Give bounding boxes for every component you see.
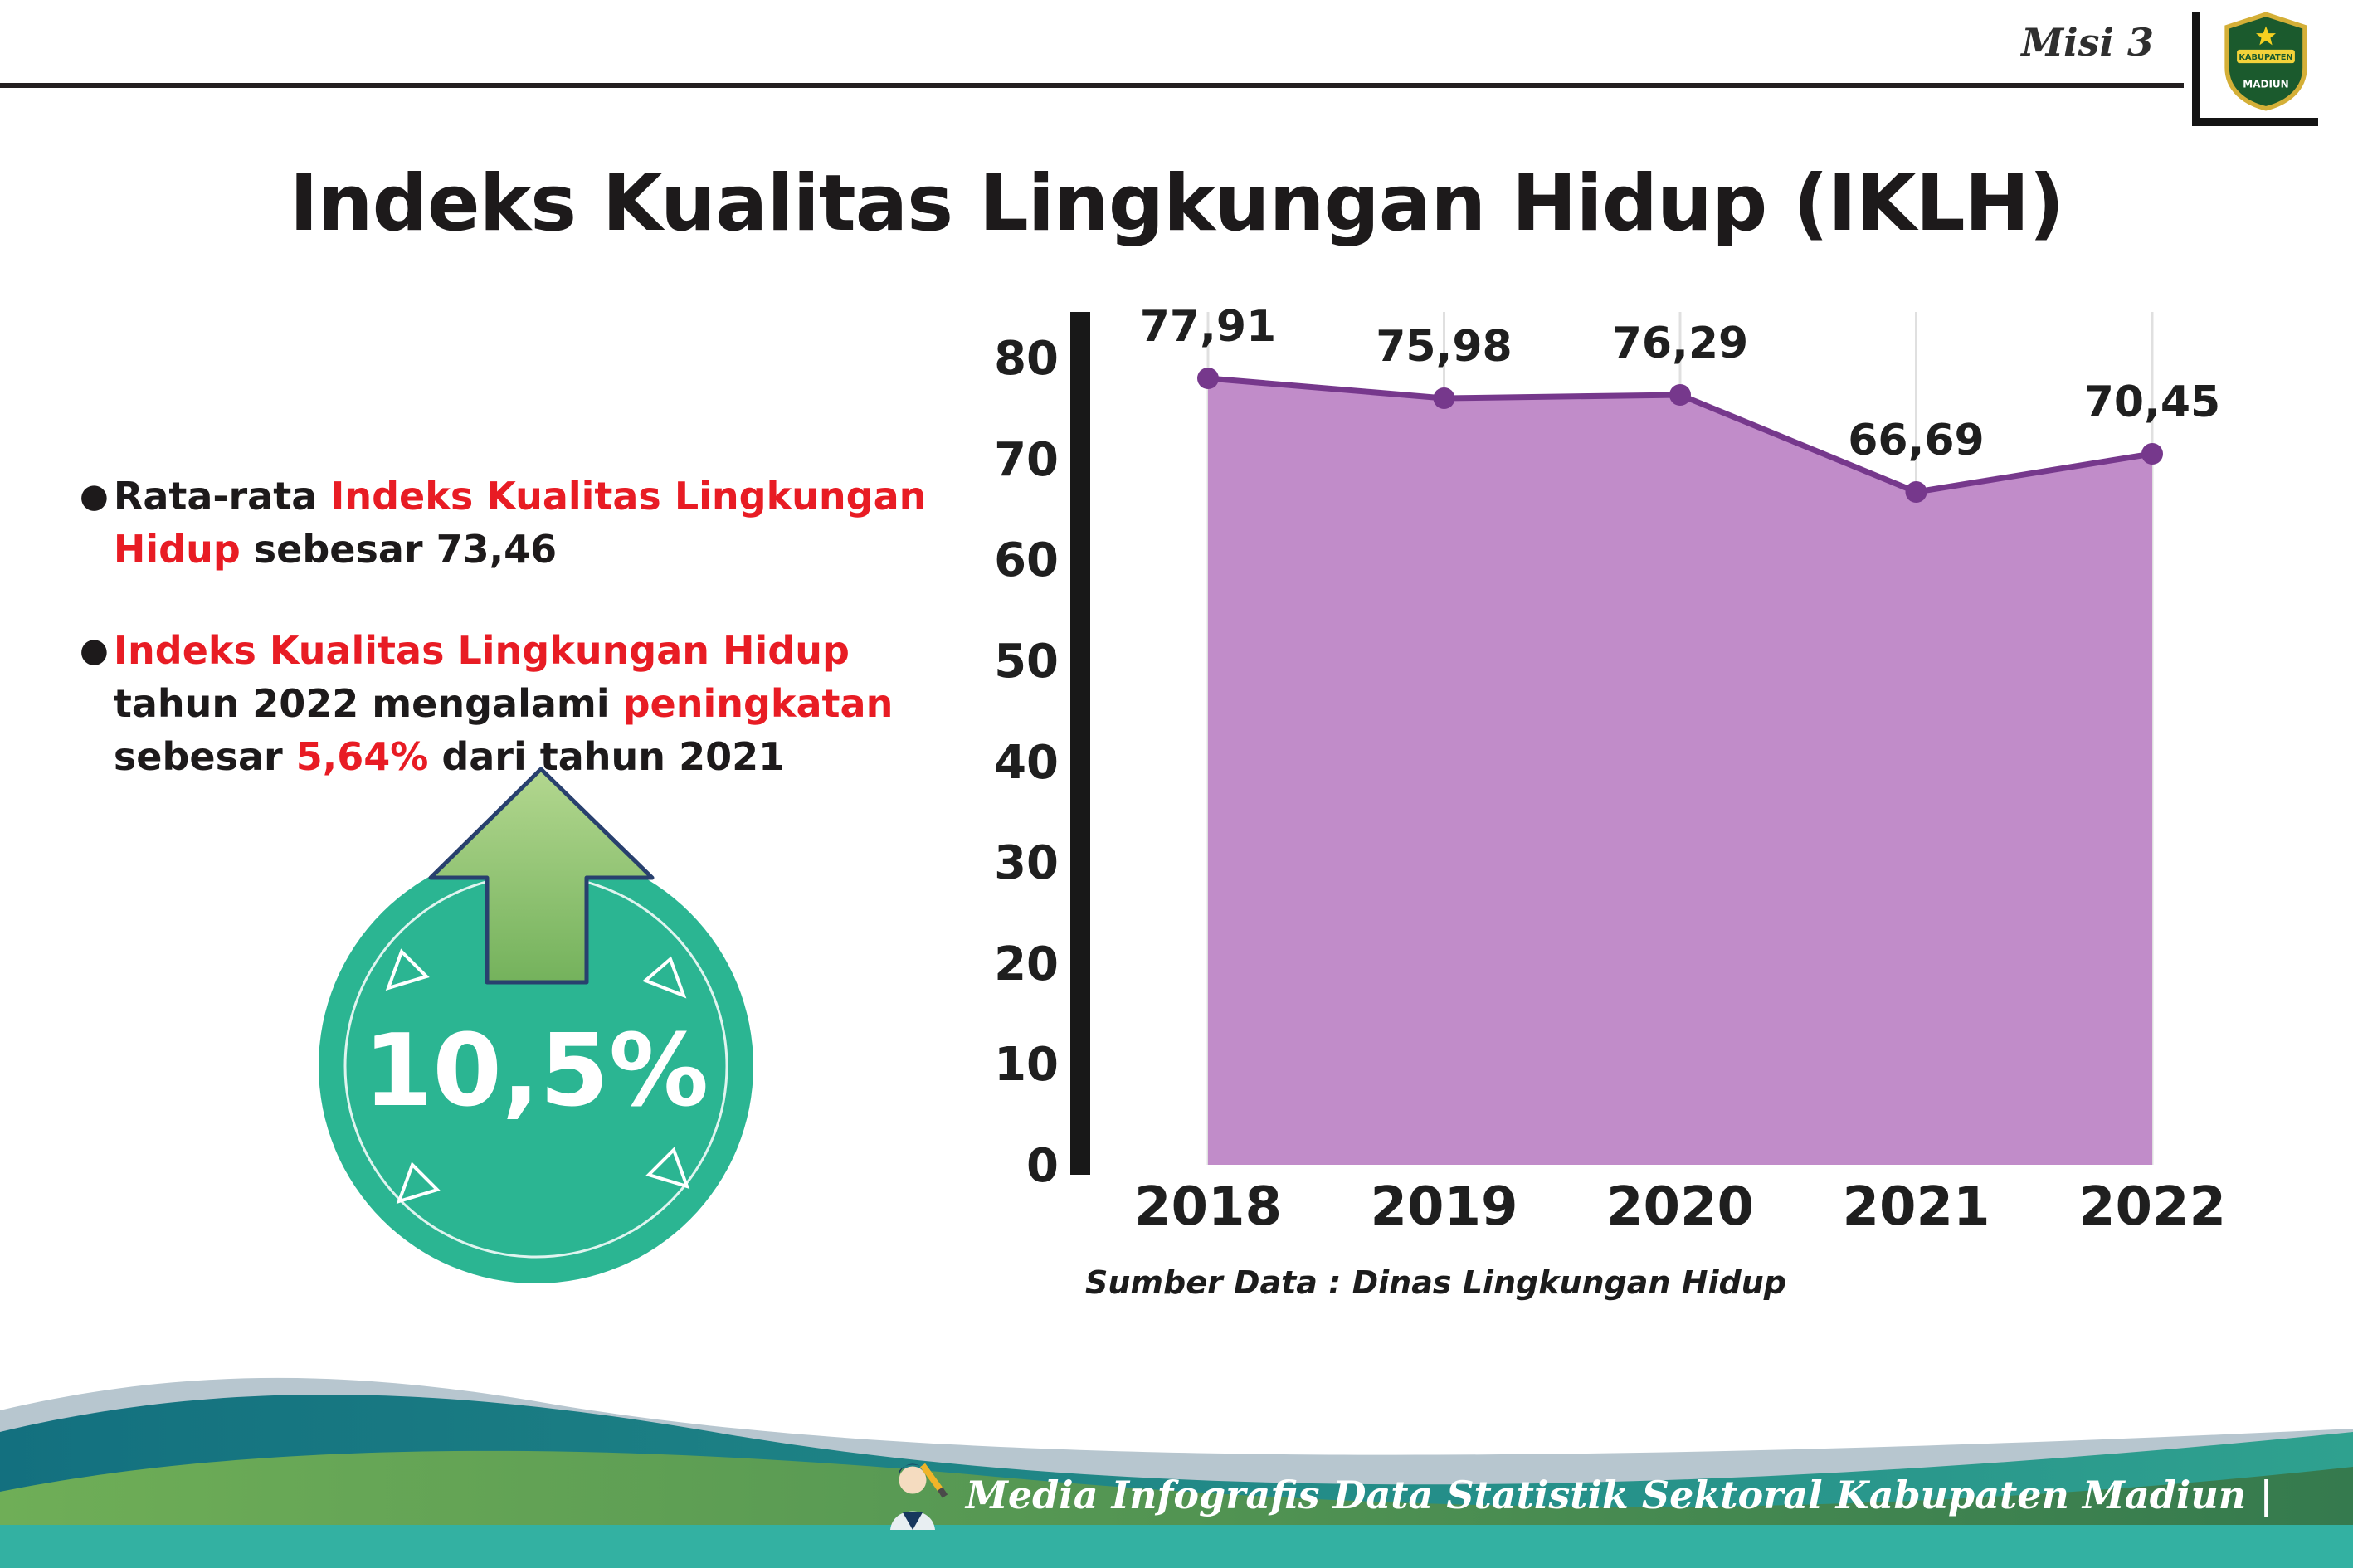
chart-value-label: 75,98 — [1376, 322, 1512, 372]
mascot-icon — [889, 1463, 948, 1530]
bullet-average: ● Rata-rata Indeks Kualitas Lingkungan H… — [80, 470, 976, 576]
bullet-average-pre: Rata-rata — [113, 474, 331, 519]
crest-bottom-text: MADIUN — [2243, 79, 2288, 90]
iklh-chart-svg: 77,91 75,98 76,29 66,69 70,45 0 10 20 30 40 50 60 70… — [994, 302, 2226, 1238]
chart-point — [2141, 443, 2163, 465]
x-axis-label: 2020 — [1606, 1176, 1754, 1238]
y-tick-label: 40 — [994, 736, 1059, 790]
y-tick-label: 80 — [994, 332, 1059, 386]
chart-value-label: 77,91 — [1140, 302, 1276, 352]
header-rule — [0, 83, 2184, 88]
y-tick-label: 10 — [994, 1038, 1059, 1092]
chart-point — [1905, 481, 1927, 503]
bullet-increase: ● Indeks Kualitas Lingkungan Hidup tahun… — [80, 624, 976, 783]
sparkle-triangle-icon — [385, 948, 430, 991]
kabupaten-madiun-crest-icon: KABUPATEN MADIUN — [2224, 12, 2307, 111]
bullet-average-post: sebesar 73,46 — [240, 527, 558, 572]
chart-y-axis — [1070, 312, 1090, 1175]
x-axis-label: 2019 — [1370, 1176, 1518, 1238]
y-tick-label: 0 — [1026, 1139, 1059, 1193]
crest-banner — [2237, 49, 2295, 64]
y-tick-label: 20 — [994, 937, 1059, 991]
chart-source-caption: Sumber Data : Dinas Lingkungan Hidup — [1085, 1264, 1786, 1301]
sparkle-triangle-icon — [642, 956, 687, 999]
crest-top-text: KABUPATEN — [2239, 53, 2292, 62]
x-axis-label: 2018 — [1134, 1176, 1282, 1238]
footer-content: Media Infografis Data Statistik Sektoral… — [874, 1455, 2273, 1535]
sparkle-triangle-icon — [396, 1161, 441, 1205]
sparkle-triangle-icon — [645, 1147, 690, 1190]
footer-bottom-strip — [0, 1525, 2353, 1568]
crest-star-icon — [2256, 26, 2276, 46]
chart-value-label: 76,29 — [1612, 319, 1748, 368]
bullet-average-text: Rata-rata Indeks Kualitas Lingkungan Hid… — [114, 470, 976, 576]
x-axis-label: 2022 — [2078, 1176, 2226, 1238]
increase-badge: 10,5% — [319, 767, 753, 1283]
bullet-increase-h1: Indeks Kualitas Lingkungan Hidup — [113, 628, 850, 673]
bullet-increase-h3: 5,64% — [295, 734, 429, 779]
chart-point — [1669, 384, 1691, 406]
chart-point — [1197, 368, 1219, 389]
footer-caption: Media Infografis Data Statistik Sektoral… — [965, 1473, 2273, 1517]
chart-value-label: 70,45 — [2084, 377, 2220, 427]
chart-value-label: 66,69 — [1848, 416, 1984, 465]
bullet-average-highlight: Indeks Kualitas Lingkungan Hidup — [113, 474, 927, 572]
misi-label: Misi 3 — [2021, 20, 2154, 65]
y-tick-label: 60 — [994, 533, 1059, 587]
y-tick-label: 50 — [994, 635, 1059, 689]
key-points: ● Rata-rata Indeks Kualitas Lingkungan H… — [80, 470, 976, 831]
x-axis-label: 2021 — [1842, 1176, 1990, 1238]
bullet-marker-icon: ● — [80, 631, 109, 670]
chart-point — [1433, 387, 1455, 409]
kabupaten-madiun-logo: KABUPATEN MADIUN — [2192, 12, 2318, 126]
bullet-increase-t2: sebesar — [113, 734, 296, 779]
badge-value: 10,5% — [363, 1014, 709, 1129]
bullet-increase-t3: dari tahun 2021 — [428, 734, 786, 779]
bullet-increase-h2: peningkatan — [622, 681, 894, 726]
y-tick-label: 70 — [994, 433, 1059, 487]
bullet-increase-t1: tahun 2022 mengalami — [113, 681, 623, 726]
page-title: Indeks Kualitas Lingkungan Hidup (IKLH) — [289, 158, 2065, 249]
bullet-increase-text: Indeks Kualitas Lingkungan Hidup tahun 2… — [114, 624, 976, 783]
footer-waves — [0, 1377, 2353, 1568]
y-tick-label: 30 — [994, 836, 1059, 890]
bullet-marker-icon: ● — [80, 477, 109, 515]
badge-circle — [319, 849, 753, 1283]
up-arrow-icon — [428, 767, 655, 985]
chart-area — [1208, 378, 2152, 1165]
iklh-chart: 77,91 75,98 76,29 66,69 70,45 0 10 20 30 40 50 60 70… — [994, 299, 2265, 1269]
